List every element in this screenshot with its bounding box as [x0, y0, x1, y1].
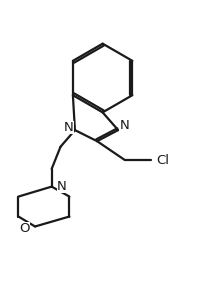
- Text: N: N: [57, 180, 66, 193]
- Text: N: N: [120, 119, 129, 132]
- Text: N: N: [64, 121, 74, 134]
- Text: O: O: [20, 222, 30, 235]
- Text: Cl: Cl: [156, 153, 169, 166]
